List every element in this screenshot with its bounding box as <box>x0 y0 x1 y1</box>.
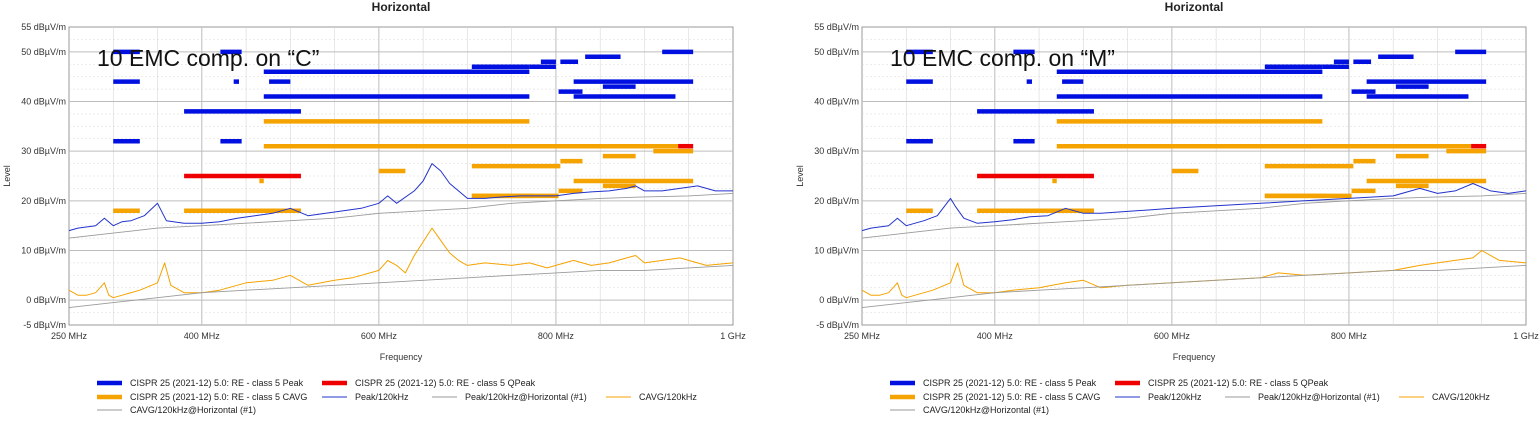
y-tick-label: 50 dBµV/m <box>21 47 66 57</box>
y-tick-label: 0 dBµV/m <box>819 295 859 305</box>
y-tick-label: -5 dBµV/m <box>23 320 66 330</box>
peak-trace <box>861 183 1527 232</box>
cavg-trace <box>861 250 1527 299</box>
legend-label: CISPR 25 (2021-12) 5.0: RE - class 5 CAV… <box>923 392 1100 402</box>
reference-trace <box>68 264 734 309</box>
chart-legend: CISPR 25 (2021-12) 5.0: RE - class 5 Pea… <box>890 378 1490 415</box>
y-tick-label: 55 dBµV/m <box>814 22 859 32</box>
x-tick-label: 800 MHz <box>538 331 575 341</box>
y-tick-label: 50 dBµV/m <box>814 47 859 57</box>
cavg-trace <box>68 227 734 299</box>
y-tick-label: 40 dBµV/m <box>21 97 66 107</box>
legend-label: CAVG/120kHz@Horizontal (#1) <box>923 405 1049 415</box>
x-axis-title: Frequency <box>1173 352 1216 362</box>
y-tick-label: 55 dBµV/m <box>21 22 66 32</box>
chart-annotation: 10 EMC comp. on “M” <box>890 45 1115 71</box>
y-tick-label: 20 dBµV/m <box>814 196 859 206</box>
y-tick-label: 20 dBµV/m <box>21 196 66 206</box>
legend-label: CISPR 25 (2021-12) 5.0: RE - class 5 Pea… <box>130 378 304 388</box>
legend-label: CISPR 25 (2021-12) 5.0: RE - class 5 QPe… <box>355 378 536 388</box>
x-tick-label: 600 MHz <box>361 331 398 341</box>
peak-trace <box>68 163 733 232</box>
y-tick-label: 30 dBµV/m <box>814 146 859 156</box>
reference-trace <box>861 264 1527 309</box>
limit-lines <box>906 49 1487 214</box>
y-tick-label: 40 dBµV/m <box>814 97 859 107</box>
x-tick-label: 600 MHz <box>1154 331 1191 341</box>
chart-title: Horizontal <box>1165 0 1224 14</box>
chart-annotation: 10 EMC comp. on “C” <box>97 45 319 71</box>
legend-label: CISPR 25 (2021-12) 5.0: RE - class 5 CAV… <box>130 392 307 402</box>
y-tick-label: 30 dBµV/m <box>21 146 66 156</box>
legend-label: Peak/120kHz <box>355 392 409 402</box>
legend-label: Peak/120kHz <box>1148 392 1202 402</box>
x-tick-label: 1 GHz <box>720 331 746 341</box>
legend-label: CISPR 25 (2021-12) 5.0: RE - class 5 Pea… <box>923 378 1097 388</box>
x-tick-label: 250 MHz <box>844 331 881 341</box>
legend-label: CAVG/120kHz <box>639 392 697 402</box>
legend-label: Peak/120kHz@Horizontal (#1) <box>1258 392 1380 402</box>
chart-panel-1: Horizontal 55 dBµV/m 50 dBµV/m 40 dBµV/m 30 … <box>2 0 746 415</box>
legend-label: CISPR 25 (2021-12) 5.0: RE - class 5 QPe… <box>1148 378 1329 388</box>
y-axis-title: Level <box>2 165 12 187</box>
chart-panel-2: Horizontal 55 dBµV/m 50 dBµV/m 40 dBµV/m 30 … <box>795 0 1539 415</box>
reference-trace <box>861 192 1527 239</box>
chart-title: Horizontal <box>372 0 431 14</box>
legend-label: Peak/120kHz@Horizontal (#1) <box>465 392 587 402</box>
y-tick-label: 0 dBµV/m <box>26 295 66 305</box>
y-axis-title: Level <box>795 165 805 187</box>
legend-label: CAVG/120kHz@Horizontal (#1) <box>130 405 256 415</box>
x-tick-label: 400 MHz <box>977 331 1014 341</box>
y-tick-label: 10 dBµV/m <box>814 246 859 256</box>
x-tick-label: 800 MHz <box>1331 331 1368 341</box>
reference-trace <box>68 192 734 239</box>
legend-label: CAVG/120kHz <box>1432 392 1490 402</box>
y-tick-label: -5 dBµV/m <box>816 320 859 330</box>
chart-legend: CISPR 25 (2021-12) 5.0: RE - class 5 Pea… <box>97 378 697 415</box>
x-tick-label: 1 GHz <box>1513 331 1539 341</box>
x-axis-title: Frequency <box>380 352 423 362</box>
x-tick-label: 400 MHz <box>184 331 221 341</box>
x-tick-label: 250 MHz <box>51 331 88 341</box>
y-tick-label: 10 dBµV/m <box>21 246 66 256</box>
